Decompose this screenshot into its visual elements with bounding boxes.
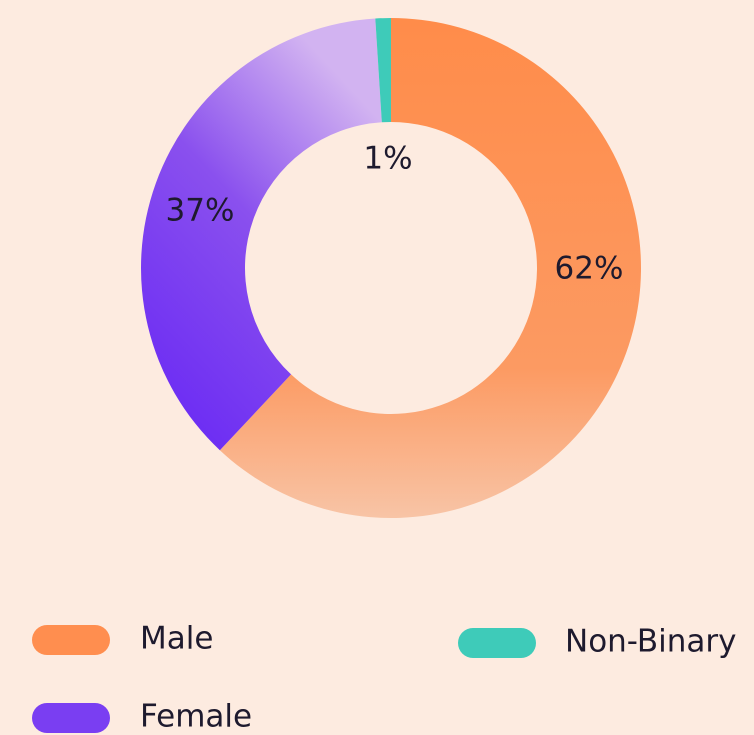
legend-label: Non-Binary [565, 624, 737, 660]
data-label: 62% [555, 251, 624, 287]
legend-label: Male [140, 621, 213, 657]
data-label: 37% [166, 193, 235, 229]
donut-segment [219, 18, 641, 518]
legend-swatch [32, 703, 110, 733]
legend-swatch [32, 625, 110, 655]
legend-label: Female [140, 699, 252, 735]
data-label: 1% [363, 141, 412, 177]
donut-segment [375, 18, 391, 123]
donut-segment [140, 18, 382, 451]
legend-swatch [458, 628, 536, 658]
